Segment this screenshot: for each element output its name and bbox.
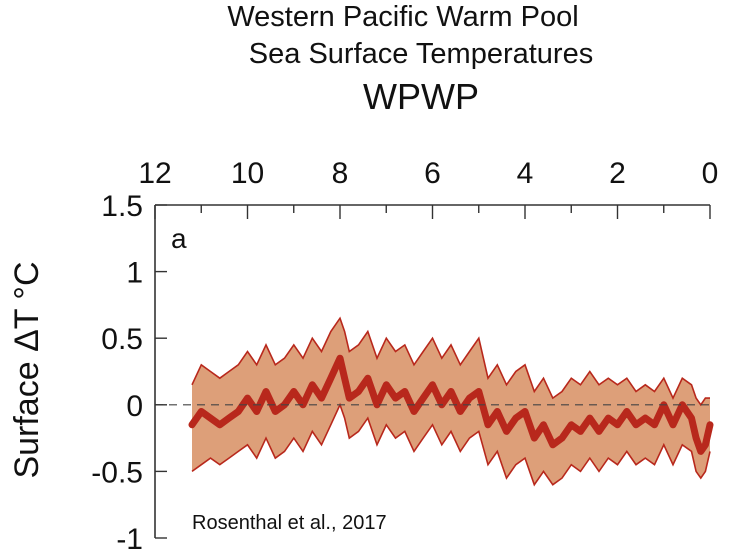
- y-axis-label: Surface ΔT °C: [8, 261, 46, 478]
- uncertainty-band-layer: [191, 316, 711, 487]
- mean-line: [188, 354, 714, 455]
- y-ticks: 1.5 1 0.5 0 -0.5 -1: [91, 190, 167, 556]
- chart-title-line-2: Sea Surface Temperatures: [249, 38, 593, 70]
- y-tick-label: 1.5: [101, 190, 143, 223]
- y-tick-label: -1: [116, 523, 143, 556]
- x-tick-label: 8: [332, 157, 349, 190]
- y-tick-label: 0.5: [101, 323, 143, 356]
- mean-line-layer: [188, 354, 714, 455]
- x-ticks: 12 10 8 6 4 2 0: [138, 157, 718, 219]
- y-tick-label: 1: [126, 257, 143, 290]
- x-tick-label: 12: [138, 157, 171, 190]
- x-tick-label: 0: [702, 157, 719, 190]
- y-tick-label: -0.5: [91, 456, 143, 489]
- panel-label: a: [171, 223, 187, 254]
- y-tick-label: 0: [126, 390, 143, 423]
- x-tick-label: 4: [517, 157, 534, 190]
- upper-bound-line: [191, 316, 710, 407]
- x-tick-label: 10: [231, 157, 264, 190]
- chart-title-line-3: WPWP: [363, 76, 479, 117]
- citation-text: Rosenthal et al., 2017: [192, 512, 387, 534]
- chart-title-line-1: Western Pacific Warm Pool: [227, 1, 578, 33]
- x-tick-label: 6: [424, 157, 441, 190]
- lower-bound-line: [191, 402, 711, 487]
- x-tick-label: 2: [609, 157, 626, 190]
